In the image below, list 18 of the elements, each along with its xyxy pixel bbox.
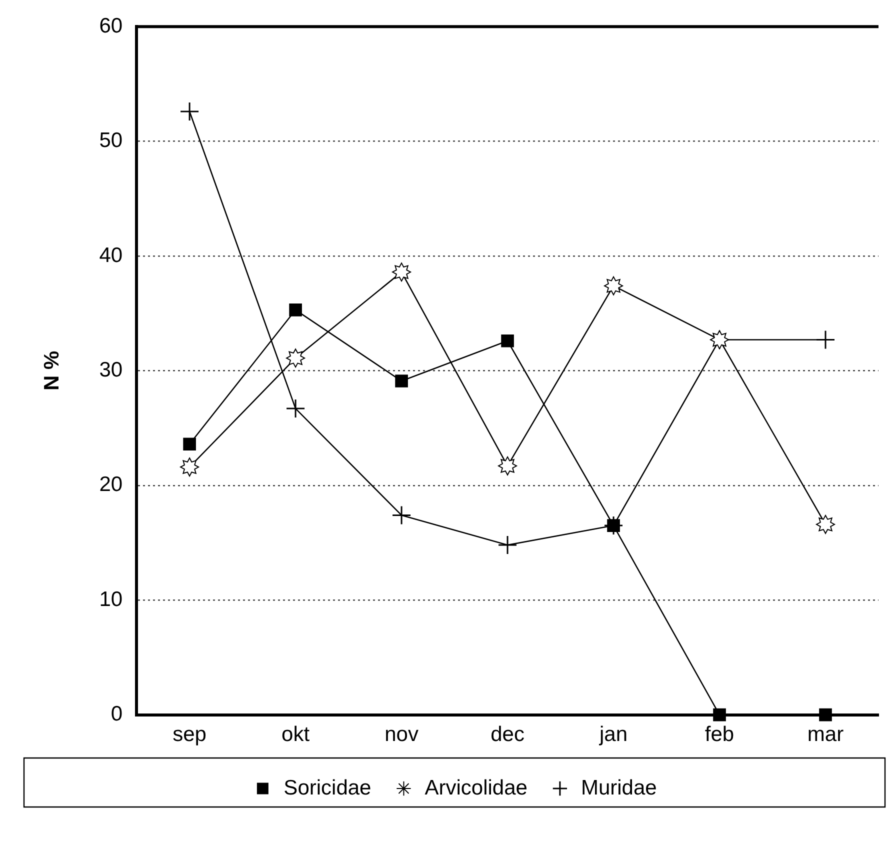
legend-label: Soricidae [284,776,372,800]
y-tick-label: 50 [99,129,123,152]
legend-label: Muridae [580,776,657,800]
x-tick-label: jan [598,723,628,746]
x-tick-label: okt [282,723,310,746]
x-tick-label: feb [704,723,734,746]
x-tick-label: mar [807,723,844,746]
y-tick-label: 20 [99,473,123,496]
y-tick-label: 10 [99,588,123,611]
x-tick-label: nov [384,723,419,746]
y-tick-label: 60 [99,14,123,38]
x-tick-label: dec [490,723,524,746]
legend-label: Arvicolidae [424,776,528,800]
y-axis-title: N % [40,350,64,391]
x-tick-label: sep [172,723,206,746]
y-tick-label: 40 [99,244,123,267]
y-tick-label: 0 [110,702,123,726]
y-tick-label: 30 [99,358,123,382]
